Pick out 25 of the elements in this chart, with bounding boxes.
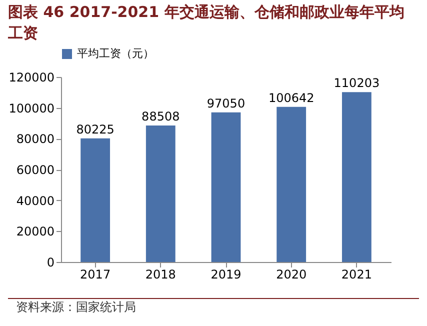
y-tick-label: 120000	[8, 70, 54, 84]
bar	[211, 112, 241, 262]
x-tick-label: 2020	[276, 268, 307, 282]
x-tick-label: 2019	[210, 268, 242, 282]
bar	[276, 106, 306, 262]
data-label: 80225	[76, 122, 114, 136]
y-tick-label: 0	[46, 256, 54, 270]
x-tick-label: 2017	[80, 268, 111, 282]
x-tick-label: 2018	[145, 268, 176, 282]
bar	[146, 126, 176, 262]
data-label: 97050	[206, 96, 246, 110]
text: 资料来源：国家统计局	[8, 298, 419, 316]
bar	[80, 138, 110, 262]
bar	[342, 92, 372, 262]
y-tick-label: 100000	[8, 101, 54, 116]
legend-label: 平均工资（元）	[77, 47, 154, 60]
data-label: 88508	[142, 110, 180, 124]
x-tick-label: 2021	[341, 268, 372, 282]
data-label: 100642	[268, 90, 314, 105]
chart-title: 图表 46 2017-2021 年交通运输、仓储和邮政业每年平均工资	[7, 2, 406, 44]
y-tick-label: 20000	[16, 224, 54, 239]
y-tick-label: 40000	[16, 194, 54, 208]
y-tick-label: 80000	[16, 132, 54, 146]
y-tick-label: 60000	[16, 163, 54, 177]
data-label: 110203	[334, 76, 380, 90]
